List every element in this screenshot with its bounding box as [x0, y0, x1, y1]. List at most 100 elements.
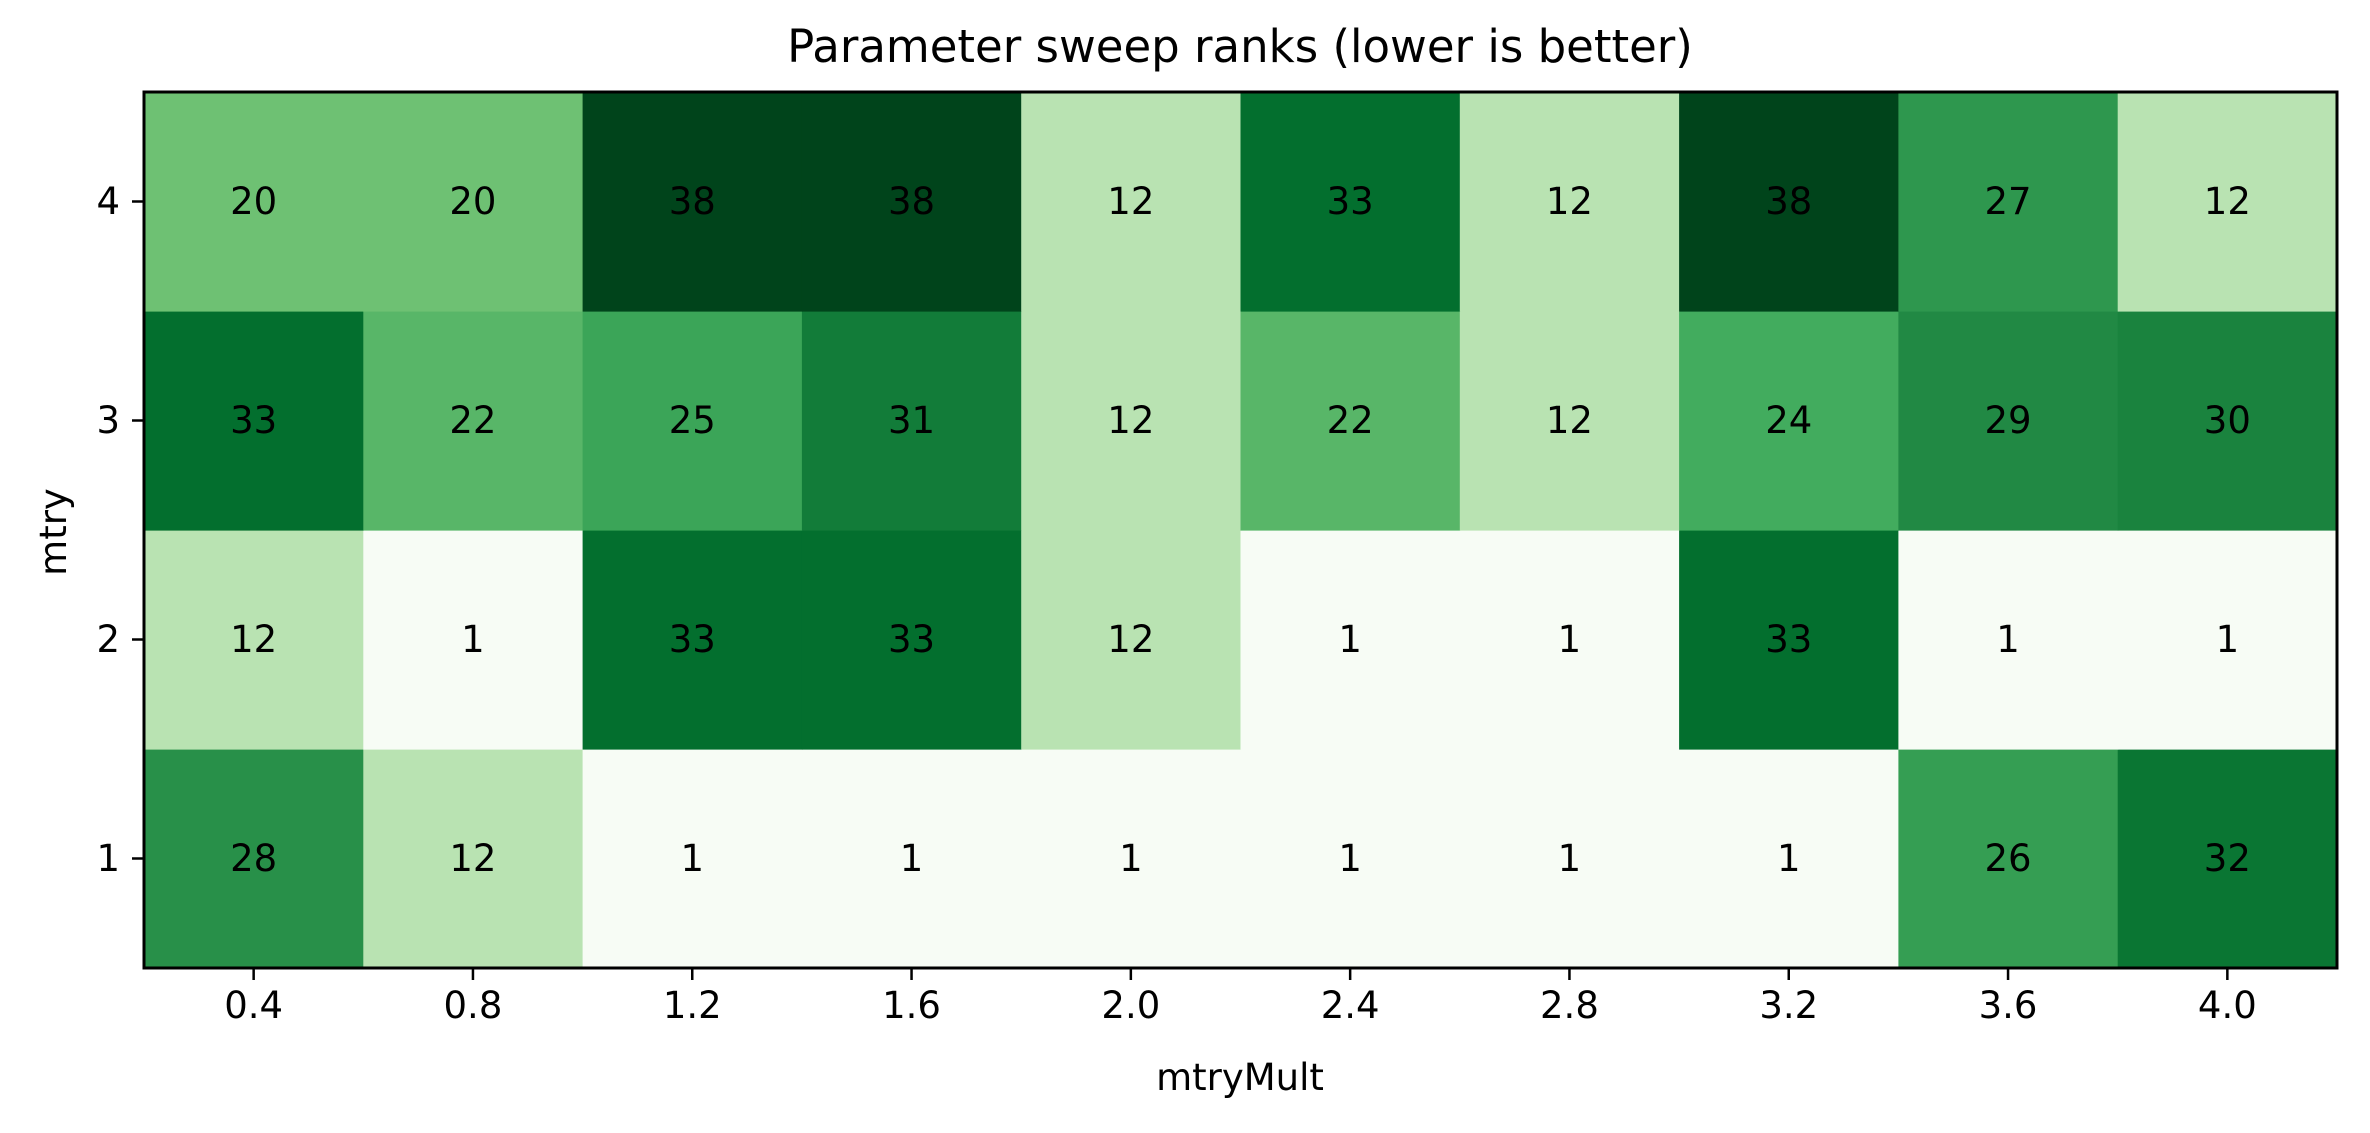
y-tick-label: 3 [96, 399, 120, 442]
cell-value-label: 25 [669, 399, 716, 442]
heatmap-cell [582, 530, 803, 750]
y-axis: 1 2 3 4 [96, 180, 144, 880]
x-tick-label: 0.8 [444, 984, 503, 1027]
heatmap-cell [1679, 92, 1899, 312]
y-axis-label: mtry [32, 488, 75, 576]
heatmap-cell [363, 92, 584, 312]
x-tick-label: 2.0 [1101, 984, 1160, 1027]
cell-value-label: 12 [2204, 180, 2251, 223]
cell-value-label: 12 [1107, 180, 1154, 223]
x-axis-label: mtryMult [1156, 1056, 1324, 1099]
heatmap-cell [1240, 530, 1461, 750]
heatmap-cell [801, 311, 1022, 531]
heatmap-cell [1898, 749, 2119, 969]
cell-value-label: 1 [2216, 618, 2240, 661]
cell-value-label: 28 [230, 837, 277, 880]
heatmap-cell [1459, 530, 1680, 750]
heatmap-cell [801, 749, 1022, 969]
cell-value-label: 1 [1338, 837, 1362, 880]
heatmap-cell [582, 749, 803, 969]
heatmap-cell [363, 530, 584, 750]
cell-value-label: 27 [1985, 180, 2032, 223]
heatmap-cell [1898, 530, 2119, 750]
x-axis: 0.4 0.8 1.2 1.6 2.0 2.4 2.8 3.2 3.6 4.0 [224, 968, 2257, 1027]
cell-value-label: 1 [1119, 837, 1143, 880]
heatmap-cell [1679, 530, 1899, 750]
heatmap-cell [1459, 311, 1680, 531]
heatmap-cell [2117, 311, 2338, 531]
heatmap-cell [1021, 311, 1242, 531]
cell-value-label: 24 [1765, 399, 1812, 442]
x-tick-label: 3.2 [1759, 984, 1818, 1027]
cell-value-label: 12 [230, 618, 277, 661]
heatmap-cell-labels: 28 12 1 1 1 1 1 1 26 32 12 1 33 33 12 1 1 33 1 1 33 22 25 31 12 2… [230, 180, 2251, 880]
cell-value-label: 1 [680, 837, 704, 880]
cell-value-label: 38 [669, 180, 716, 223]
cell-value-label: 20 [449, 180, 496, 223]
heatmap-cell [144, 311, 364, 531]
x-tick-label: 2.8 [1540, 984, 1599, 1027]
heatmap-cell [363, 311, 584, 531]
cell-value-label: 20 [230, 180, 277, 223]
y-tick-label: 1 [96, 837, 120, 880]
plot-frame [142, 90, 2339, 970]
cell-value-label: 1 [1558, 837, 1582, 880]
heatmap-cell [1679, 311, 1899, 531]
x-tick-label: 1.2 [663, 984, 722, 1027]
cell-value-label: 33 [1327, 180, 1374, 223]
cell-value-label: 12 [1546, 399, 1593, 442]
heatmap-cell [1240, 311, 1461, 531]
cell-value-label: 38 [888, 180, 935, 223]
heatmap-cell [1898, 311, 2119, 531]
heatmap-cell [1679, 749, 1899, 969]
cell-value-label: 33 [230, 399, 277, 442]
heatmap-cell [1021, 530, 1242, 750]
cell-value-label: 29 [1985, 399, 2032, 442]
heatmap-cell [2117, 749, 2338, 969]
heatmap-cell [144, 92, 364, 312]
cell-value-label: 38 [1765, 180, 1812, 223]
cell-value-label: 1 [1338, 618, 1362, 661]
heatmap-cell [801, 530, 1022, 750]
cell-value-label: 33 [669, 618, 716, 661]
heatmap-cell [2117, 530, 2338, 750]
cell-value-label: 12 [1107, 618, 1154, 661]
cell-value-label: 22 [1327, 399, 1374, 442]
heatmap-cell [801, 92, 1022, 312]
heatmap-cell [582, 311, 803, 531]
x-tick-label: 2.4 [1321, 984, 1380, 1027]
heatmap-cells [144, 92, 2338, 969]
cell-value-label: 22 [449, 399, 496, 442]
heatmap-cell [2117, 92, 2338, 312]
chart-title: Parameter sweep ranks (lower is better) [787, 20, 1693, 73]
cell-value-label: 1 [1996, 618, 2020, 661]
heatmap-cell [582, 92, 803, 312]
heatmap-cell [144, 749, 364, 969]
cell-value-label: 30 [2204, 399, 2251, 442]
x-tick-label: 3.6 [1979, 984, 2038, 1027]
heatmap-cell [1021, 92, 1242, 312]
heatmap-cell [1240, 92, 1461, 312]
cell-value-label: 1 [900, 837, 924, 880]
cell-value-label: 26 [1985, 837, 2032, 880]
x-tick-label: 0.4 [224, 984, 283, 1027]
heatmap-cell [1898, 92, 2119, 312]
y-tick-label: 4 [96, 180, 120, 223]
heatmap-cell [1459, 92, 1680, 312]
heatmap-cell [1459, 749, 1680, 969]
cell-value-label: 1 [461, 618, 485, 661]
heatmap-cell [1021, 749, 1242, 969]
cell-value-label: 12 [1107, 399, 1154, 442]
cell-value-label: 12 [449, 837, 496, 880]
cell-value-label: 1 [1558, 618, 1582, 661]
x-tick-label: 1.6 [882, 984, 941, 1027]
heatmap-cell [144, 530, 364, 750]
cell-value-label: 32 [2204, 837, 2251, 880]
cell-value-label: 33 [888, 618, 935, 661]
heatmap-cell [1240, 749, 1461, 969]
heatmap-cell [363, 749, 584, 969]
cell-value-label: 33 [1765, 618, 1812, 661]
x-tick-label: 4.0 [2198, 984, 2257, 1027]
